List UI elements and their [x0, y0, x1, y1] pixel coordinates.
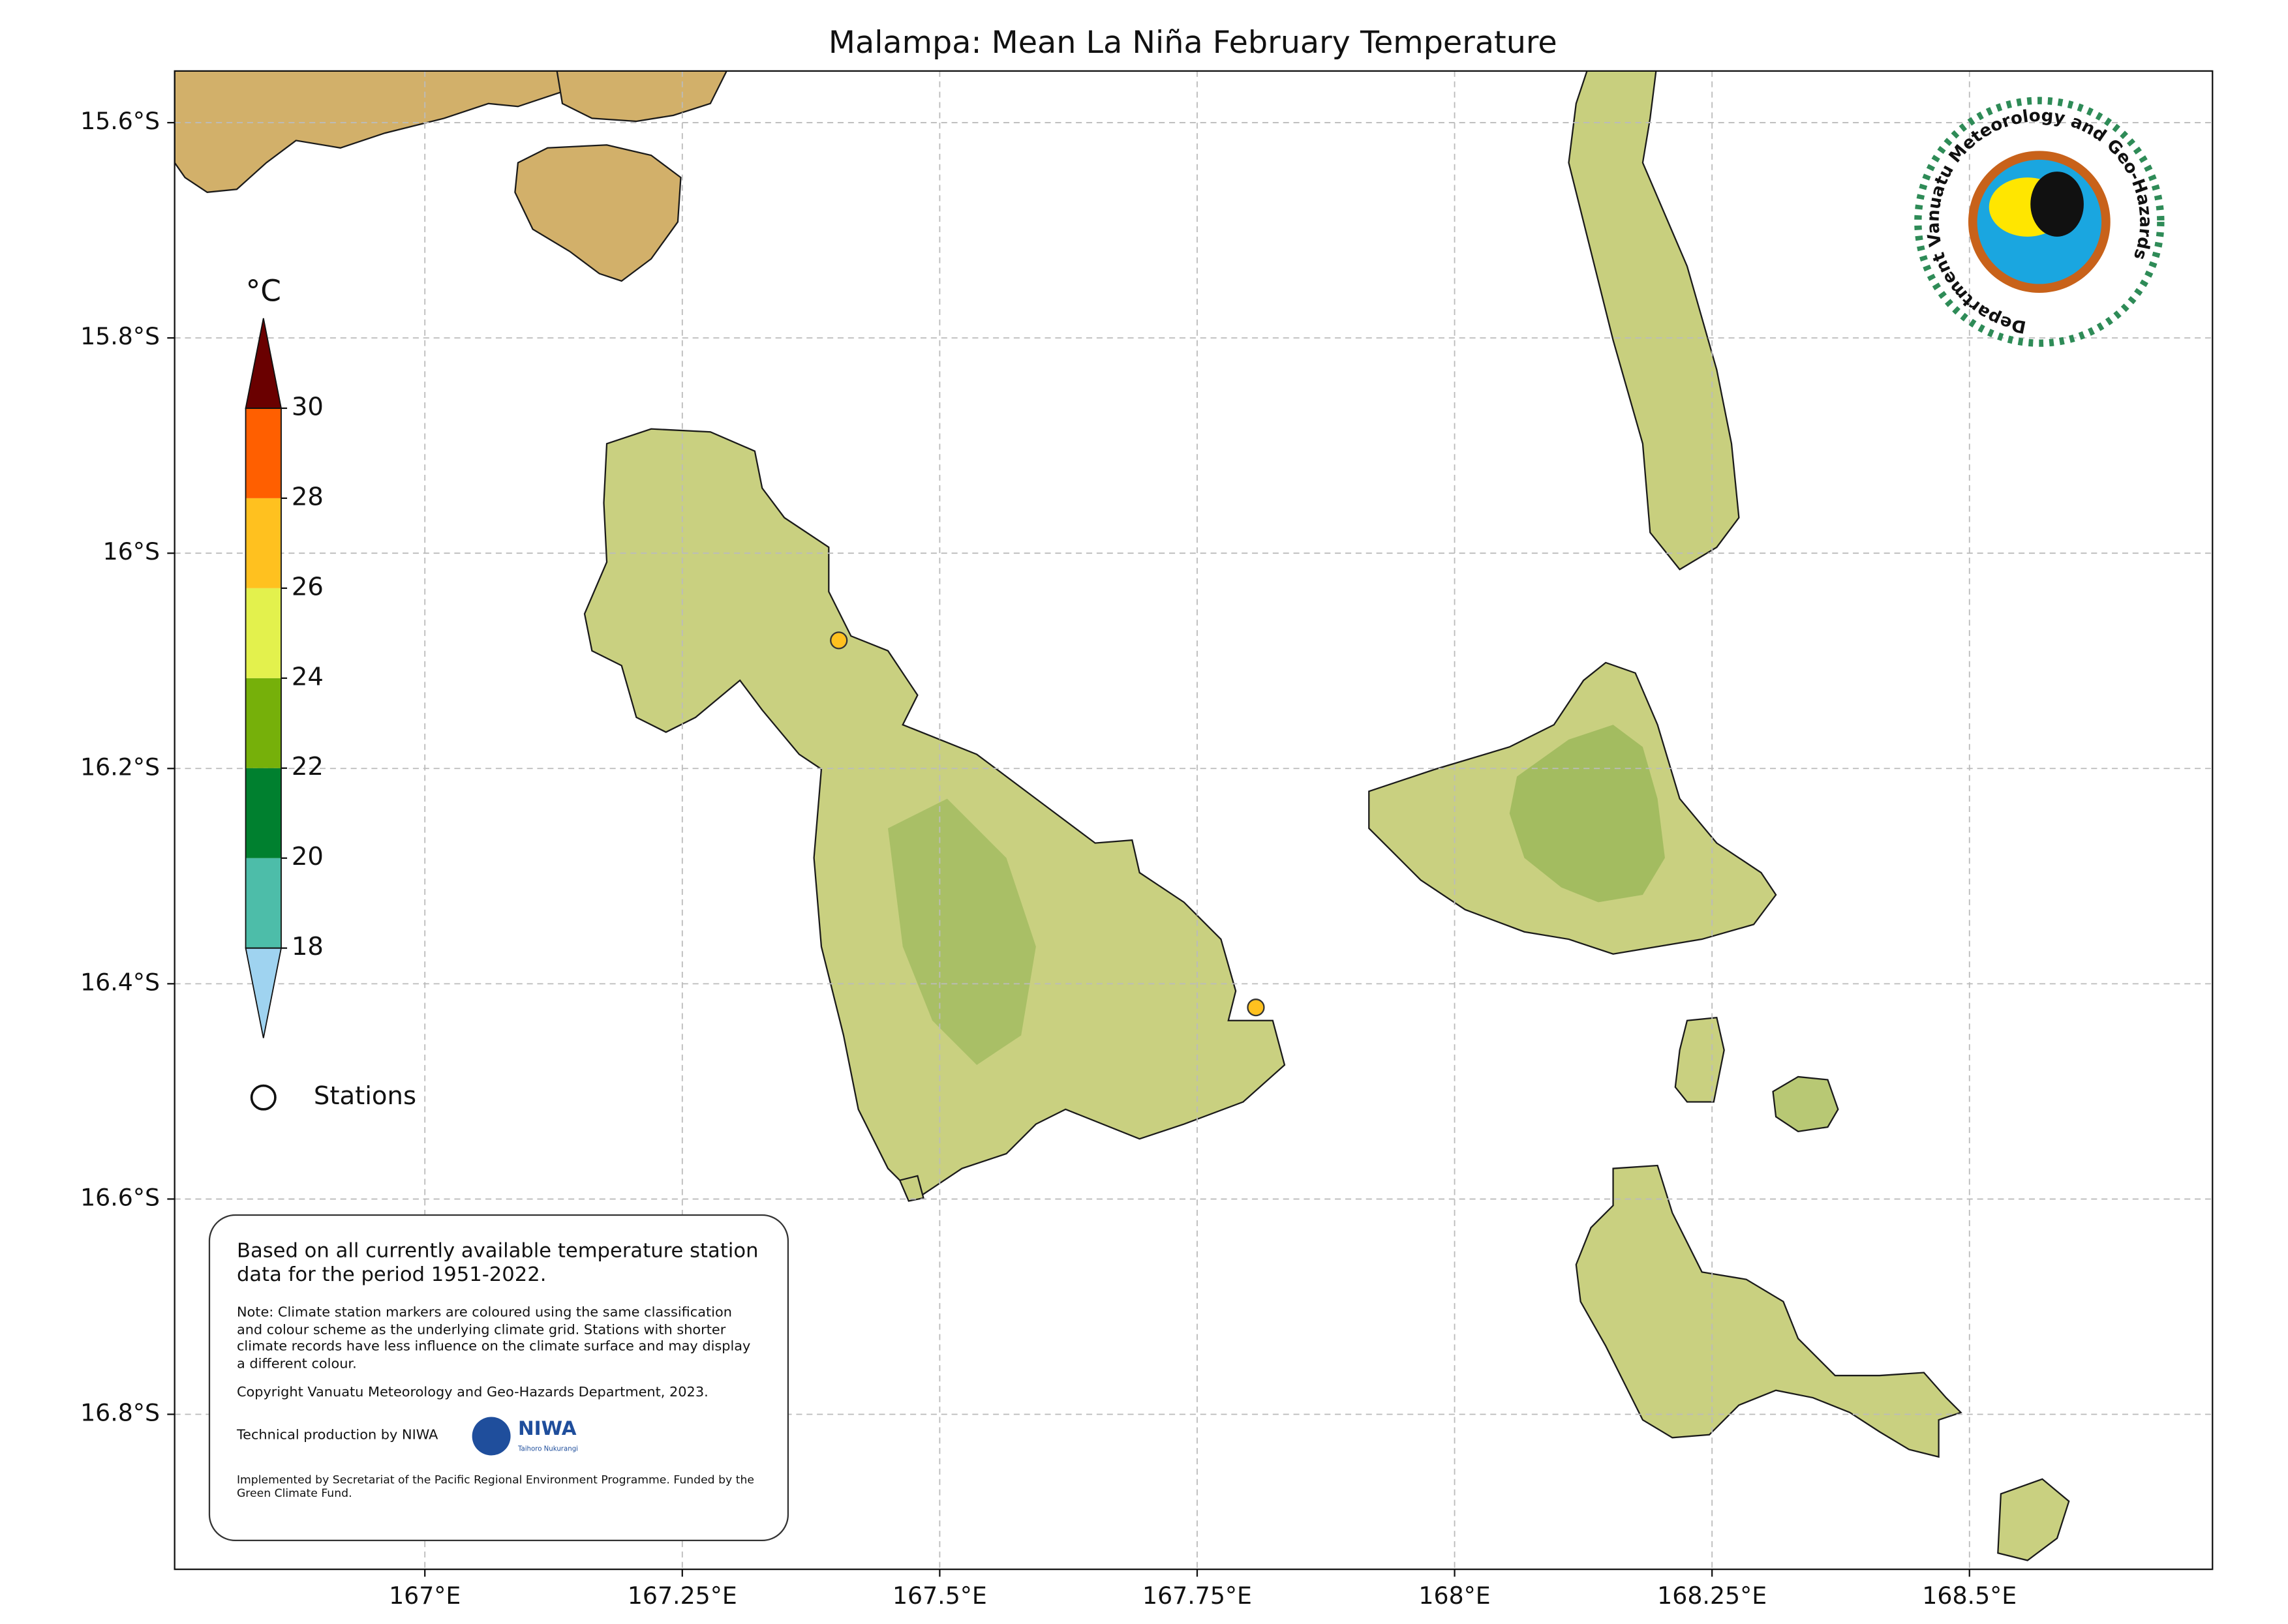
island	[1568, 70, 1740, 571]
niwa-name: NIWA	[518, 1417, 577, 1439]
colorbar-bin	[245, 408, 281, 498]
island	[556, 70, 728, 123]
colorbar-label: 20	[292, 842, 324, 871]
note-production: Technical production by NIWA	[236, 1427, 438, 1444]
y-tick-label: 15.8°S	[80, 322, 160, 350]
colorbar-over	[245, 318, 282, 409]
y-tick-label: 16°S	[103, 537, 160, 565]
logo-wreath	[1914, 97, 2165, 347]
colorbar-label: 24	[292, 662, 324, 691]
colorbar-under	[245, 947, 282, 1038]
island	[174, 70, 573, 193]
colorbar-bin	[245, 858, 281, 948]
island	[1997, 1478, 2070, 1561]
stations	[830, 631, 1265, 1017]
note-remark: Note: Climate station markers are colour…	[236, 1304, 751, 1372]
x-tick-label: 168.25°E	[1657, 1582, 1767, 1610]
logo-cloud	[2030, 172, 2084, 237]
colorbar-bin	[245, 498, 281, 588]
x-tick-label: 168°E	[1418, 1582, 1490, 1610]
highland	[1509, 725, 1665, 903]
x-tick-label: 167°E	[389, 1582, 461, 1610]
colorbar-bin	[245, 588, 281, 678]
niwa-logo: NIWA Taihoro Nukurangi	[472, 1416, 578, 1455]
y-tick-label: 16.6°S	[80, 1183, 160, 1211]
logo: Department Vanuatu Meteorology and Geo-H…	[1914, 97, 2165, 347]
colorbar-label: 30	[292, 392, 324, 421]
island	[898, 1175, 924, 1202]
x-tick-label: 167.25°E	[628, 1582, 737, 1610]
map-title: Malampa: Mean La Niña February Temperatu…	[829, 25, 1557, 61]
colorbar-bin	[245, 768, 281, 858]
grid	[174, 70, 2213, 1570]
colorbar-label: 28	[292, 482, 324, 511]
niwa-row: Technical production by NIWA NIWA Taihor…	[237, 1413, 761, 1458]
island	[514, 144, 682, 282]
note-copyright: Copyright Vanuatu Meteorology and Geo-Ha…	[236, 1384, 709, 1401]
x-tick-label: 168.5°E	[1922, 1582, 2017, 1610]
island	[1575, 1164, 1962, 1458]
station-marker	[830, 631, 848, 650]
island	[1674, 1017, 1725, 1103]
niwa-emblem	[472, 1416, 511, 1455]
colorbar: 18 20 22 24 26 28 30	[245, 318, 324, 1038]
y-tick-label: 16.2°S	[80, 753, 160, 781]
x-tick-label: 167.5°E	[892, 1582, 987, 1610]
y-tick-label: 16.8°S	[80, 1398, 160, 1426]
islands	[174, 70, 2070, 1561]
y-tick-label: 15.6°S	[80, 107, 160, 135]
colorbar-bin	[245, 678, 281, 768]
legend-label: Stations	[314, 1081, 416, 1111]
colorbar-label: 26	[292, 572, 324, 601]
legend-marker	[250, 1084, 277, 1111]
colorbar-label: 18	[292, 932, 324, 961]
highland	[888, 798, 1036, 1065]
note-funding: Implemented by Secretariat of the Pacifi…	[236, 1472, 754, 1500]
x-tick-label: 167.75°E	[1142, 1582, 1252, 1610]
map-frame	[174, 70, 2214, 1571]
colorbar-unit: °C	[246, 274, 281, 308]
y-tick-label: 16.4°S	[80, 968, 160, 996]
station-marker	[1247, 999, 1265, 1017]
note-lead: Based on all currently available tempera…	[236, 1239, 759, 1287]
note-box: Based on all currently available tempera…	[208, 1214, 789, 1542]
colorbar-label: 22	[292, 752, 324, 781]
niwa-tagline: Taihoro Nukurangi	[517, 1445, 578, 1452]
island	[1772, 1075, 1839, 1133]
